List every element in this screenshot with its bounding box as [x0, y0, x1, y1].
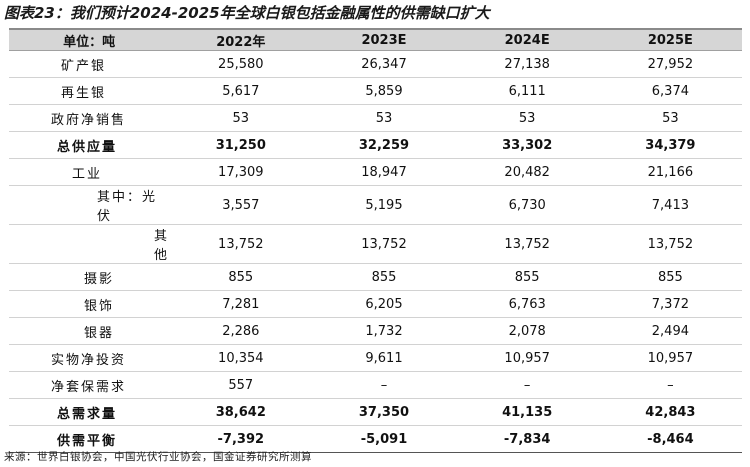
- row-value: 53: [598, 104, 742, 132]
- row-value: 13,752: [169, 224, 313, 264]
- row-value: 38,642: [169, 398, 313, 426]
- table-body: 矿产银 25,580 26,347 27,138 27,952 再生银 5,617 5,859…: [9, 50, 742, 453]
- row-value: 41,135: [455, 398, 599, 426]
- row-value: 53: [312, 104, 456, 132]
- row-value: 855: [455, 263, 599, 291]
- row-label: 工业: [9, 158, 170, 186]
- table-row: 摄影 855 855 855 855: [9, 263, 742, 291]
- row-value: 53: [169, 104, 313, 132]
- row-label: 矿产银: [9, 50, 170, 78]
- row-value: –: [598, 371, 742, 399]
- row-label: 其他: [9, 224, 170, 264]
- supply-demand-table: 单位：吨 2022年 2023E 2024E 2025E 矿产银 25,580 26…: [9, 30, 742, 453]
- source-note: 来源：世界白银协会，中国光伏行业协会，国金证券研究所测算: [4, 451, 312, 463]
- row-value: 6,730: [455, 185, 599, 225]
- row-value: 10,957: [598, 344, 742, 372]
- row-value: 32,259: [312, 131, 456, 159]
- row-value: 5,859: [312, 77, 456, 105]
- header-2022: 2022年: [169, 30, 313, 51]
- row-label: 再生银: [9, 77, 170, 105]
- row-value: 6,111: [455, 77, 599, 105]
- row-label: 银器: [9, 317, 170, 345]
- row-value: 2,078: [455, 317, 599, 345]
- row-value: 2,286: [169, 317, 313, 345]
- table-row: 政府净销售 53 53 53 53: [9, 104, 742, 132]
- row-value: -8,464: [598, 425, 742, 453]
- row-value: 6,763: [455, 290, 599, 318]
- row-value: 26,347: [312, 50, 456, 78]
- row-value: 53: [455, 104, 599, 132]
- row-value: 10,957: [455, 344, 599, 372]
- row-value: 13,752: [455, 224, 599, 264]
- row-value: 13,752: [312, 224, 456, 264]
- table-row: 银器 2,286 1,732 2,078 2,494: [9, 317, 742, 345]
- row-value: 7,281: [169, 290, 313, 318]
- table-row: 其中：光伏 3,557 5,195 6,730 7,413: [9, 185, 742, 225]
- row-value: -5,091: [312, 425, 456, 453]
- top-rule: [9, 28, 742, 30]
- row-label: 总供应量: [9, 131, 170, 159]
- table-row: 总供应量 31,250 32,259 33,302 34,379: [9, 131, 742, 159]
- row-value: 5,195: [312, 185, 456, 225]
- row-value: 7,413: [598, 185, 742, 225]
- row-value: 9,611: [312, 344, 456, 372]
- table-row: 再生银 5,617 5,859 6,111 6,374: [9, 77, 742, 105]
- row-value: 5,617: [169, 77, 313, 105]
- row-value: 27,138: [455, 50, 599, 78]
- row-value: 855: [598, 263, 742, 291]
- row-value: -7,392: [169, 425, 313, 453]
- row-value: 1,732: [312, 317, 456, 345]
- row-value: 855: [312, 263, 456, 291]
- row-value: 855: [169, 263, 313, 291]
- row-value: 37,350: [312, 398, 456, 426]
- row-label: 实物净投资: [9, 344, 170, 372]
- table-row: 其他 13,752 13,752 13,752 13,752: [9, 224, 742, 264]
- row-value: 13,752: [598, 224, 742, 264]
- table-row: 矿产银 25,580 26,347 27,138 27,952: [9, 50, 742, 78]
- row-value: 557: [169, 371, 313, 399]
- row-value: 3,557: [169, 185, 313, 225]
- row-label: 供需平衡: [9, 425, 170, 453]
- table-row: 供需平衡 -7,392 -5,091 -7,834 -8,464: [9, 425, 742, 453]
- row-value: 21,166: [598, 158, 742, 186]
- table-row: 实物净投资 10,354 9,611 10,957 10,957: [9, 344, 742, 372]
- header-row: 单位：吨 2022年 2023E 2024E 2025E: [9, 30, 742, 51]
- row-value: 18,947: [312, 158, 456, 186]
- table-row: 净套保需求 557– – –: [9, 371, 742, 399]
- row-value: 33,302: [455, 131, 599, 159]
- row-value: 10,354: [169, 344, 313, 372]
- row-label: 其中：光伏: [9, 185, 170, 225]
- row-value: 6,374: [598, 77, 742, 105]
- header-2023e: 2023E: [312, 30, 456, 51]
- row-value: 42,843: [598, 398, 742, 426]
- row-label: 政府净销售: [9, 104, 170, 132]
- row-value: -7,834: [455, 425, 599, 453]
- row-value: –: [455, 371, 599, 399]
- row-value: 27,952: [598, 50, 742, 78]
- row-value: –: [312, 371, 456, 399]
- row-value: 2,494: [598, 317, 742, 345]
- header-2024e: 2024E: [455, 30, 599, 51]
- table-row: 工业 17,309 18,947 20,482 21,166: [9, 158, 742, 186]
- row-value: 25,580: [169, 50, 313, 78]
- row-value: 34,379: [598, 131, 742, 159]
- row-value: 17,309: [169, 158, 313, 186]
- table-row: 银饰 7,281 6,205 6,763 7,372: [9, 290, 742, 318]
- figure-title: 图表23：我们预计2024-2025年全球白银包括金融属性的供需缺口扩大: [4, 4, 490, 22]
- row-value: 7,372: [598, 290, 742, 318]
- header-unit: 单位：吨: [9, 30, 170, 51]
- row-value: 20,482: [455, 158, 599, 186]
- row-value: 31,250: [169, 131, 313, 159]
- row-label: 总需求量: [9, 398, 170, 426]
- row-label: 银饰: [9, 290, 170, 318]
- table-row: 总需求量 38,642 37,350 41,135 42,843: [9, 398, 742, 426]
- header-2025e: 2025E: [598, 30, 742, 51]
- row-label: 净套保需求: [9, 371, 170, 399]
- row-label: 摄影: [9, 263, 170, 291]
- row-value: 6,205: [312, 290, 456, 318]
